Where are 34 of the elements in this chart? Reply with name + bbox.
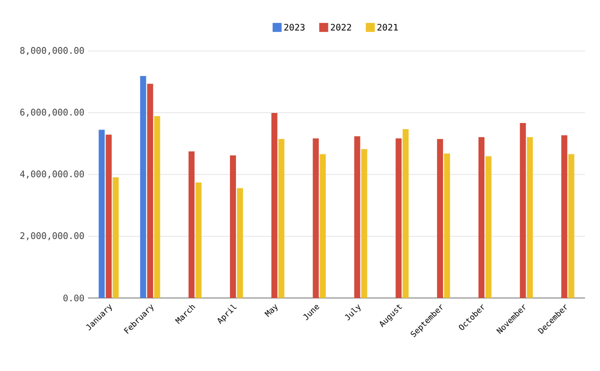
bar bbox=[561, 135, 568, 298]
bar bbox=[485, 156, 492, 298]
bar bbox=[140, 76, 146, 298]
bar bbox=[271, 113, 278, 298]
bar bbox=[361, 149, 368, 298]
y-tick-label: 4,000,000.00 bbox=[20, 170, 84, 178]
y-tick-label: 6,000,000.00 bbox=[20, 108, 84, 117]
y-tick-label: 8,000,000.00 bbox=[20, 47, 84, 55]
bar bbox=[526, 137, 533, 298]
bar bbox=[98, 130, 105, 298]
bar bbox=[444, 154, 450, 298]
legend-label: 2021 bbox=[377, 24, 398, 31]
legend-label: 2023 bbox=[284, 24, 305, 31]
bar bbox=[196, 182, 202, 298]
bar bbox=[106, 134, 112, 298]
bar bbox=[278, 138, 284, 298]
bar bbox=[154, 116, 160, 298]
bar bbox=[568, 154, 574, 298]
bar bbox=[147, 84, 154, 298]
y-tick-label: 2,000,000.00 bbox=[20, 232, 84, 240]
bar bbox=[112, 177, 119, 298]
bar bbox=[402, 129, 409, 298]
y-tick-label: 0.00 bbox=[63, 294, 84, 302]
legend-label: 2022 bbox=[330, 24, 352, 31]
bar bbox=[320, 154, 326, 298]
bar bbox=[520, 122, 526, 298]
bar bbox=[188, 151, 195, 298]
bar bbox=[230, 155, 236, 298]
bar bbox=[236, 188, 243, 298]
bar bbox=[354, 136, 360, 298]
bar bbox=[478, 137, 484, 298]
bar bbox=[396, 138, 402, 298]
bar bbox=[312, 138, 319, 298]
bar bbox=[437, 138, 444, 298]
